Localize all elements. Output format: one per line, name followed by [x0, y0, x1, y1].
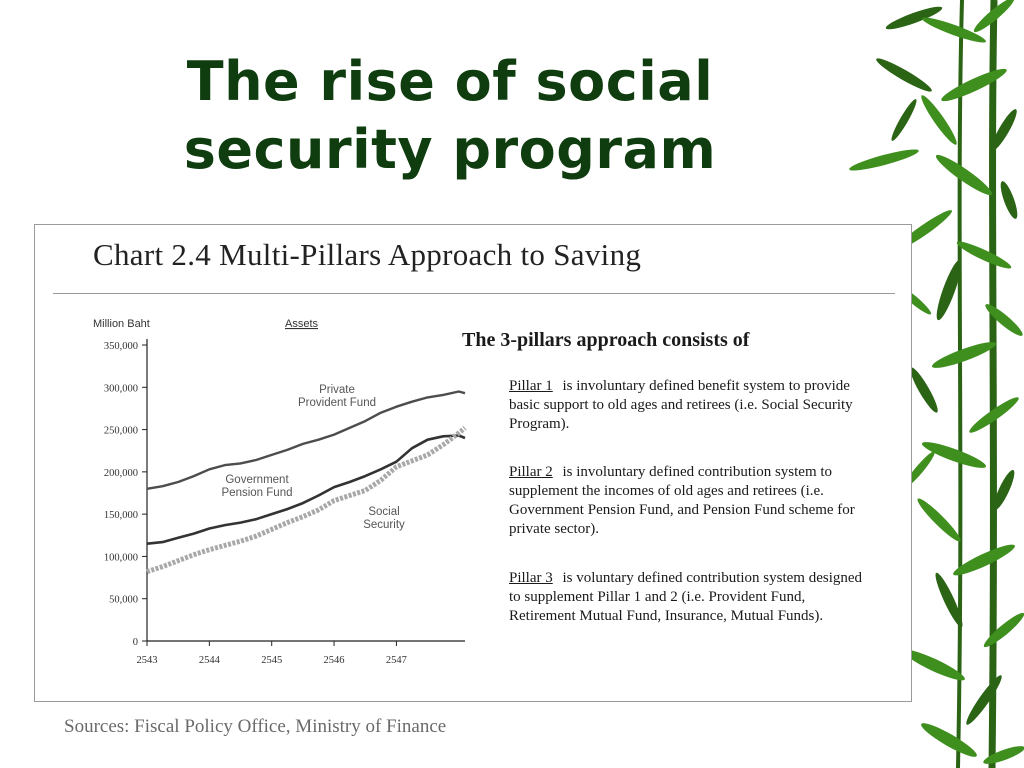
y-tick-label: 0 [133, 637, 138, 648]
pillar-3-description: Pillar 3 is voluntary defined contributi… [509, 569, 869, 626]
bamboo-leaf [969, 397, 1019, 433]
pillar-3-text: is voluntary defined contribution system… [509, 570, 863, 624]
chart-title: Assets [285, 318, 319, 330]
bamboo-leaf [1000, 181, 1018, 219]
x-tick-label: 2546 [324, 655, 345, 666]
series-label-line1: Government [225, 474, 289, 486]
bamboo-leaf [921, 95, 957, 145]
bamboo-leaf [953, 544, 1015, 576]
bamboo-leaf [921, 723, 977, 757]
pillars-heading: The 3-pillars approach consists of [462, 329, 750, 351]
series-label-line2: Pension Fund [222, 487, 293, 499]
slide-title-line2: security program [183, 118, 717, 181]
x-tick-label: 2545 [261, 655, 282, 666]
x-tick-label: 2543 [137, 655, 158, 666]
pillar-2-name: Pillar 2 [509, 464, 553, 480]
y-tick-label: 150,000 [104, 510, 138, 521]
bamboo-leaf [849, 149, 919, 171]
pillar-2-text: is involuntary defined contribution syst… [509, 464, 855, 537]
bamboo-decoration [849, 0, 1024, 768]
x-tick-label: 2547 [386, 655, 407, 666]
x-tick-label: 2544 [199, 655, 221, 666]
y-tick-label: 300,000 [104, 383, 138, 394]
bamboo-leaf [935, 154, 993, 196]
bamboo-leaf [985, 304, 1023, 336]
bamboo-leaf [966, 675, 1002, 725]
bamboo-leaf [956, 241, 1012, 269]
y-tick-label: 50,000 [109, 595, 138, 606]
y-tick-label: 100,000 [104, 552, 138, 563]
bamboo-leaf [910, 367, 938, 413]
chart-divider [53, 293, 895, 294]
series-label-line2: Security [363, 519, 405, 531]
y-axis-label: Million Baht [93, 318, 150, 330]
bamboo-leaf [903, 649, 965, 681]
pillar-3-name: Pillar 3 [509, 570, 553, 586]
y-tick-label: 350,000 [104, 341, 138, 352]
bamboo-leaf [936, 259, 962, 321]
series-label-line1: Private [319, 384, 355, 396]
bamboo-leaf [922, 17, 986, 43]
bamboo-leaf [935, 572, 963, 628]
series-label-line1: Social [368, 506, 399, 518]
slide-title: The rise of social security program [100, 48, 800, 184]
bamboo-stalk [956, 0, 964, 768]
series-government-pension-fund [146, 434, 466, 545]
slide-title-line1: The rise of social [186, 50, 714, 113]
series-private-provident-fund [146, 390, 466, 490]
bamboo-leaf [941, 68, 1007, 102]
line-chart: Million Baht Assets 0 50,000 100,000 150,000 2… [93, 318, 467, 666]
chart-heading: Chart 2.4 Multi-Pillars Approach to Savi… [93, 237, 642, 272]
bamboo-leaf [973, 0, 1015, 33]
bamboo-leaf [876, 58, 932, 92]
bamboo-stalk [988, 0, 998, 768]
bamboo-leaf [931, 342, 997, 368]
bamboo-leaf [993, 469, 1015, 511]
pillar-2-description: Pillar 2 is involuntary defined contribu… [509, 463, 869, 539]
y-tick-label: 200,000 [104, 468, 138, 479]
bamboo-leaf [983, 612, 1024, 648]
series-label-line2: Provident Fund [298, 397, 376, 409]
bamboo-leaf [885, 6, 943, 30]
pillar-1-description: Pillar 1 is involuntary defined benefit … [509, 377, 869, 434]
bamboo-leaf [917, 498, 961, 542]
bamboo-leaf [991, 109, 1017, 151]
bamboo-leaf [921, 442, 987, 468]
bamboo-leaf [983, 746, 1024, 764]
pillar-1-text: is involuntary defined benefit system to… [509, 378, 853, 432]
pillar-1-name: Pillar 1 [509, 378, 553, 394]
source-note: Sources: Fiscal Policy Office, Ministry … [64, 716, 447, 737]
y-tick-label: 250,000 [104, 426, 138, 437]
chart-panel: Chart 2.4 Multi-Pillars Approach to Savi… [34, 224, 912, 702]
series-social-security [146, 425, 467, 575]
bamboo-leaf [891, 99, 917, 141]
